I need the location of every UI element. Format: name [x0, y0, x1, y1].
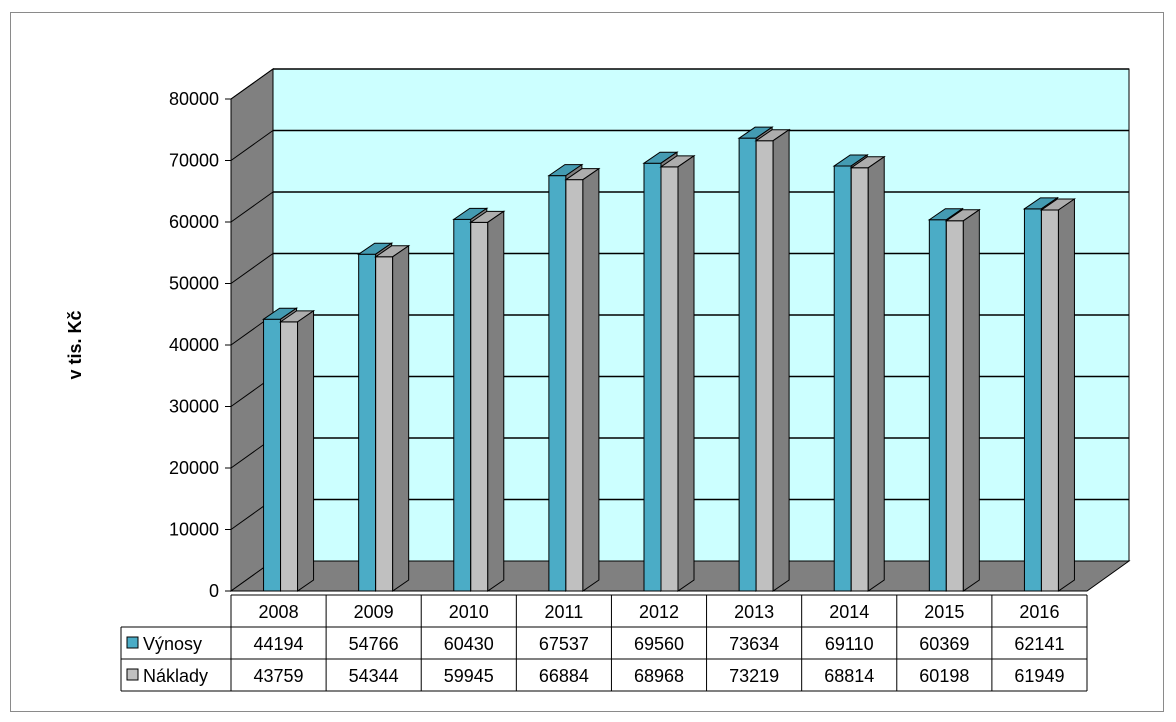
data-label: 67537: [539, 634, 589, 654]
data-label: 68814: [824, 666, 874, 686]
legend-label: Výnosy: [143, 634, 202, 654]
x-tick-label: 2010: [449, 602, 489, 622]
bar-2012-Náklady: [660, 166, 679, 592]
bar-side-2008-Náklady: [297, 309, 315, 592]
bar-2011-Náklady: [565, 179, 584, 592]
bar-side-2011-Náklady: [582, 167, 600, 592]
bars: [261, 126, 1077, 592]
gridline-side: [230, 130, 274, 161]
x-tick-label: 2014: [829, 602, 869, 622]
legend-swatch: [126, 636, 139, 649]
x-tick-label: 2012: [639, 602, 679, 622]
y-axis-label: v tis. Kč: [65, 310, 85, 379]
bar-2010-Výnosy: [453, 218, 472, 592]
bar-2015-Výnosy: [928, 219, 947, 592]
bar-2016-Náklady: [1040, 209, 1059, 592]
y-tick-labels: 0 10000 20000 30000 40000 50000 60000 70000 8000…: [169, 89, 219, 601]
bar-side-2015-Náklady: [962, 208, 980, 592]
chart-svg: 0 10000 20000 30000 40000 50000 60000 70000 8000…: [65, 68, 1131, 692]
x-tick-label: 2015: [924, 602, 964, 622]
gridline-side: [230, 68, 274, 100]
x-tick-label: 2013: [734, 602, 774, 622]
legend-label: Náklady: [143, 666, 208, 686]
data-label: 73219: [729, 666, 779, 686]
y-tick-label: 60000: [169, 212, 219, 232]
bar-2009-Náklady: [375, 256, 394, 592]
bar-side-2012-Náklady: [677, 154, 695, 592]
data-label: 73634: [729, 634, 779, 654]
data-label: 62141: [1014, 634, 1064, 654]
data-label: 54344: [349, 666, 399, 686]
data-label: 60430: [444, 634, 494, 654]
bar-2009-Výnosy: [358, 253, 377, 592]
data-label: 69110: [825, 634, 874, 654]
x-tick-label: 2008: [259, 602, 299, 622]
y-tick-label: 80000: [169, 89, 219, 109]
y-tick-label: 10000: [169, 520, 219, 540]
data-label: 68968: [634, 666, 684, 686]
y-tick-label: 0: [209, 581, 219, 601]
bar-side-2016-Náklady: [1057, 198, 1075, 592]
data-table: 2008 2009 2010 2011 2012 2013 2014 2015 2016 Výno…: [120, 594, 1088, 692]
data-label: 43759: [254, 666, 304, 686]
data-label: 54766: [349, 634, 399, 654]
data-label: 66884: [539, 666, 589, 686]
bar-side-2009-Náklady: [392, 244, 410, 592]
bar-2014-Náklady: [850, 167, 869, 592]
bar-2008-Náklady: [280, 321, 299, 592]
data-label: 44194: [254, 634, 304, 654]
bar-2011-Výnosy: [548, 175, 567, 592]
y-tick-label: 20000: [169, 458, 219, 478]
data-label: 69560: [634, 634, 684, 654]
bar-side-2010-Náklady: [487, 210, 505, 592]
bar-2008-Výnosy: [263, 318, 282, 592]
data-label: 61949: [1014, 666, 1064, 686]
bar-side-2014-Náklady: [867, 155, 885, 592]
chart-frame: 0 10000 20000 30000 40000 50000 60000 70000 8000…: [10, 12, 1164, 712]
bar-2016-Výnosy: [1023, 208, 1042, 592]
y-tick-label: 40000: [169, 335, 219, 355]
gridline-side: [230, 191, 274, 223]
x-tick-label: 2011: [545, 602, 584, 622]
legend-swatch: [126, 668, 139, 681]
data-label: 60369: [919, 634, 969, 654]
gridline-side: [230, 253, 274, 284]
bar-2013-Náklady: [755, 140, 774, 592]
y-tick-label: 30000: [169, 397, 219, 417]
bar-2012-Výnosy: [643, 162, 662, 592]
bar-2013-Výnosy: [738, 137, 757, 592]
x-tick-label: 2016: [1019, 602, 1059, 622]
y-tick-label: 70000: [169, 151, 219, 171]
gridlines: [225, 68, 1129, 592]
bar-2010-Náklady: [470, 221, 489, 592]
data-label: 59945: [444, 666, 494, 686]
data-label: 60198: [919, 666, 969, 686]
y-tick-label: 50000: [169, 274, 219, 294]
bar-2014-Výnosy: [833, 165, 852, 592]
x-tick-label: 2009: [354, 602, 394, 622]
bar-2015-Náklady: [945, 220, 964, 592]
bar-side-2013-Náklady: [772, 128, 790, 592]
